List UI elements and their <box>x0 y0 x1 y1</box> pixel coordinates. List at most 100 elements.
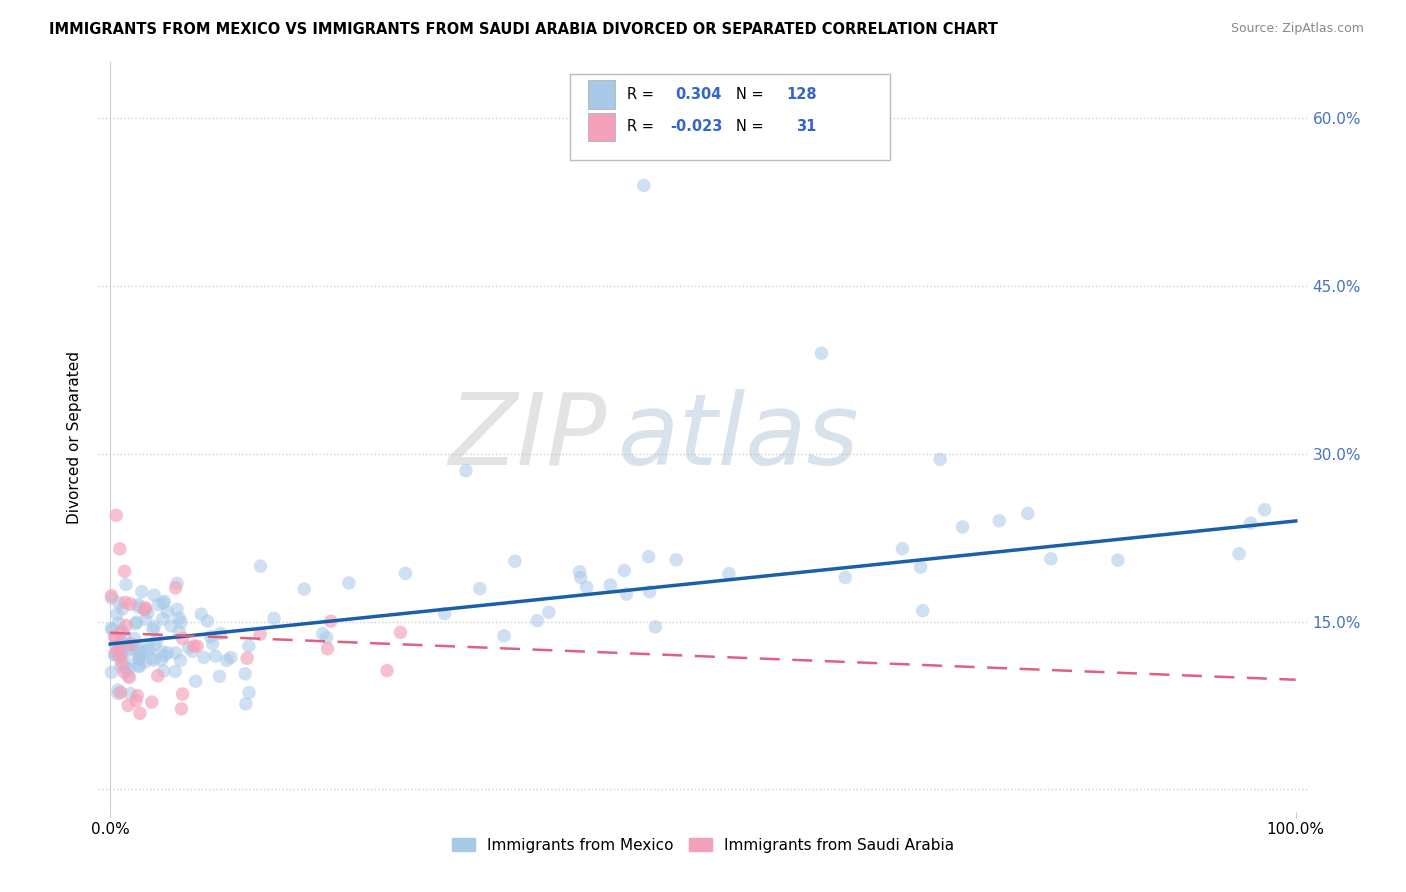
Point <box>215 653 238 667</box>
Point <box>150 645 173 659</box>
Point <box>110 649 132 664</box>
Point <box>108 596 131 610</box>
Point <box>633 178 655 193</box>
Point <box>118 641 141 656</box>
Point <box>115 618 138 632</box>
Point <box>569 571 592 585</box>
Point <box>575 580 598 594</box>
Point <box>128 659 150 673</box>
Point <box>100 621 122 635</box>
Point <box>152 664 174 678</box>
Text: R =: R = <box>627 87 658 103</box>
Point <box>146 632 169 647</box>
Point <box>108 640 131 655</box>
Text: ZIP: ZIP <box>449 389 606 485</box>
Point <box>167 624 190 639</box>
Point <box>127 598 149 612</box>
Point <box>125 694 148 708</box>
Point <box>110 643 132 657</box>
Point <box>125 642 148 657</box>
Point <box>120 637 142 651</box>
Point <box>263 611 285 625</box>
Point <box>910 560 932 574</box>
Point <box>249 627 271 641</box>
Point <box>233 666 256 681</box>
Point <box>177 640 200 655</box>
Point <box>219 650 242 665</box>
Point <box>810 346 832 360</box>
Point <box>135 612 157 626</box>
Point <box>111 624 134 638</box>
Point <box>911 604 934 618</box>
Point <box>167 611 190 625</box>
Point <box>235 697 257 711</box>
Point <box>186 639 208 653</box>
Point <box>120 597 142 611</box>
Point <box>165 646 187 660</box>
Point <box>131 584 153 599</box>
Point <box>503 554 526 568</box>
Point <box>209 626 232 640</box>
Point <box>952 520 974 534</box>
Text: 0.304: 0.304 <box>675 87 721 103</box>
Point <box>637 549 659 564</box>
Point <box>146 669 169 683</box>
Point <box>104 631 127 645</box>
Point <box>394 566 416 581</box>
Point <box>492 629 515 643</box>
Text: Source: ZipAtlas.com: Source: ZipAtlas.com <box>1230 22 1364 36</box>
Text: -0.023: -0.023 <box>671 120 723 135</box>
Point <box>138 643 160 657</box>
Point <box>891 541 914 556</box>
Point <box>1227 547 1250 561</box>
Point <box>114 629 136 643</box>
FancyBboxPatch shape <box>569 74 890 160</box>
Text: atlas: atlas <box>619 389 860 485</box>
Point <box>638 584 661 599</box>
Point <box>156 646 179 660</box>
Point <box>105 645 128 659</box>
Point <box>110 659 132 673</box>
Point <box>101 623 124 637</box>
Point <box>152 596 174 610</box>
Point <box>568 565 591 579</box>
Point <box>526 614 548 628</box>
Point <box>129 646 152 660</box>
Point <box>115 661 138 675</box>
Point <box>111 602 134 616</box>
Text: N =: N = <box>735 120 768 135</box>
Point <box>120 686 142 700</box>
Point <box>169 653 191 667</box>
Point <box>166 602 188 616</box>
Point <box>249 559 271 574</box>
Point <box>127 599 149 614</box>
Point <box>114 564 136 578</box>
Point <box>200 630 222 644</box>
Point <box>150 653 173 667</box>
Point <box>125 615 148 630</box>
Point <box>238 639 260 653</box>
Point <box>104 648 127 662</box>
Point <box>107 649 129 664</box>
Point <box>316 641 339 656</box>
Point <box>129 706 152 721</box>
Point <box>153 648 176 663</box>
Point <box>115 656 138 670</box>
Point <box>136 641 159 656</box>
Point <box>128 649 150 664</box>
Point <box>208 669 231 683</box>
Point <box>108 541 131 556</box>
Point <box>100 589 122 603</box>
Point <box>108 637 131 651</box>
Point <box>337 576 360 591</box>
Point <box>236 651 259 665</box>
Point <box>128 652 150 666</box>
Point <box>1240 516 1263 530</box>
Point <box>195 614 218 628</box>
Point <box>141 651 163 665</box>
Point <box>153 594 176 608</box>
Point <box>165 665 187 679</box>
Point <box>111 657 134 671</box>
Point <box>135 600 157 615</box>
Point <box>142 623 165 637</box>
